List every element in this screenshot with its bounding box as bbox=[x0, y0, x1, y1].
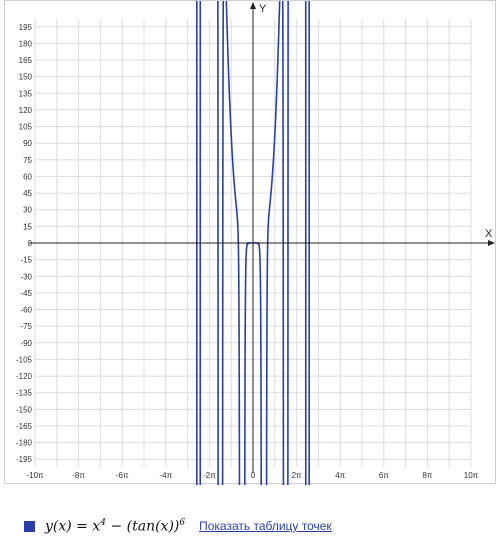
y-tick-label: 15 bbox=[23, 222, 32, 231]
axes bbox=[29, 2, 495, 473]
y-tick-label: 45 bbox=[23, 189, 32, 198]
y-tick-label: -45 bbox=[20, 289, 32, 298]
x-tick-label: -2π bbox=[203, 471, 216, 480]
y-tick-label: -150 bbox=[16, 405, 33, 414]
x-tick-label: 4π bbox=[335, 471, 345, 480]
x-tick-label: 2π bbox=[292, 471, 302, 480]
y-tick-label: 180 bbox=[19, 39, 33, 48]
y-tick-label: 135 bbox=[19, 89, 33, 98]
plot-frame: 195 180 165 150 135 120 105 90 75 60 45 30 15 0 -15 -30… bbox=[4, 0, 496, 485]
show-points-table-link[interactable]: Показать таблицу точек bbox=[199, 519, 332, 533]
y-tick-label: -195 bbox=[16, 455, 33, 464]
x-axis-label: X bbox=[485, 228, 493, 240]
curve-segment bbox=[221, 1, 241, 485]
y-tick-label: -135 bbox=[16, 389, 33, 398]
y-tick-label: -90 bbox=[20, 339, 32, 348]
y-tick-label: 105 bbox=[19, 123, 33, 132]
x-tick-label: -10π bbox=[26, 471, 44, 480]
y-tick-label: 0 bbox=[28, 239, 33, 248]
y-tick-label: -75 bbox=[20, 322, 32, 331]
x-tick-label: -4π bbox=[159, 471, 172, 480]
y-tick-label: -15 bbox=[20, 256, 32, 265]
y-tick-label: 60 bbox=[23, 172, 32, 181]
x-tick-label: -8π bbox=[72, 471, 85, 480]
curve-segment bbox=[265, 1, 285, 485]
x-tick-label: 10π bbox=[464, 471, 479, 480]
function-chart: 1951801651501351201059075604530150-15-30… bbox=[16, 1, 495, 485]
formula-prefix: y(x) = x bbox=[45, 518, 101, 535]
y-tick-label: -120 bbox=[16, 372, 33, 381]
y-tick-labels: 1951801651501351201059075604530150-15-30… bbox=[16, 23, 33, 464]
y-tick-label: 90 bbox=[23, 139, 32, 148]
y-tick-label: 165 bbox=[19, 56, 33, 65]
legend: y(x) = x4 − (tan(x))6 Показать таблицу т… bbox=[24, 516, 332, 536]
y-tick-label: -60 bbox=[20, 306, 32, 315]
formula-mid: − (tan(x)) bbox=[106, 518, 180, 535]
y-tick-label: -30 bbox=[20, 272, 32, 281]
y-axis-arrow bbox=[250, 2, 256, 9]
x-tick-label: 0 bbox=[251, 471, 256, 480]
y-tick-label: 150 bbox=[19, 73, 33, 82]
x-tick-label: 6π bbox=[379, 471, 389, 480]
formula-exp-4: 4 bbox=[100, 517, 106, 528]
y-tick-label: 120 bbox=[19, 106, 33, 115]
x-tick-labels: -10π -8π -6π -4π -2π 0 2π 4π 6π 8π 10π bbox=[26, 471, 478, 480]
y-tick-label: 75 bbox=[23, 156, 32, 165]
x-axis-arrow bbox=[488, 240, 495, 246]
x-tick-label: 8π bbox=[422, 471, 432, 480]
legend-formula: y(x) = x4 − (tan(x))6 bbox=[45, 518, 185, 535]
y-tick-label: -165 bbox=[16, 422, 33, 431]
y-axis-label: Y bbox=[259, 3, 267, 15]
legend-swatch bbox=[24, 520, 35, 532]
formula-exp-6: 6 bbox=[179, 517, 186, 528]
y-tick-label: -105 bbox=[16, 355, 33, 364]
y-tick-label: 195 bbox=[19, 23, 33, 32]
x-tick-label: -6π bbox=[116, 471, 129, 480]
y-tick-label: 30 bbox=[23, 206, 32, 215]
y-tick-label: -180 bbox=[16, 439, 33, 448]
